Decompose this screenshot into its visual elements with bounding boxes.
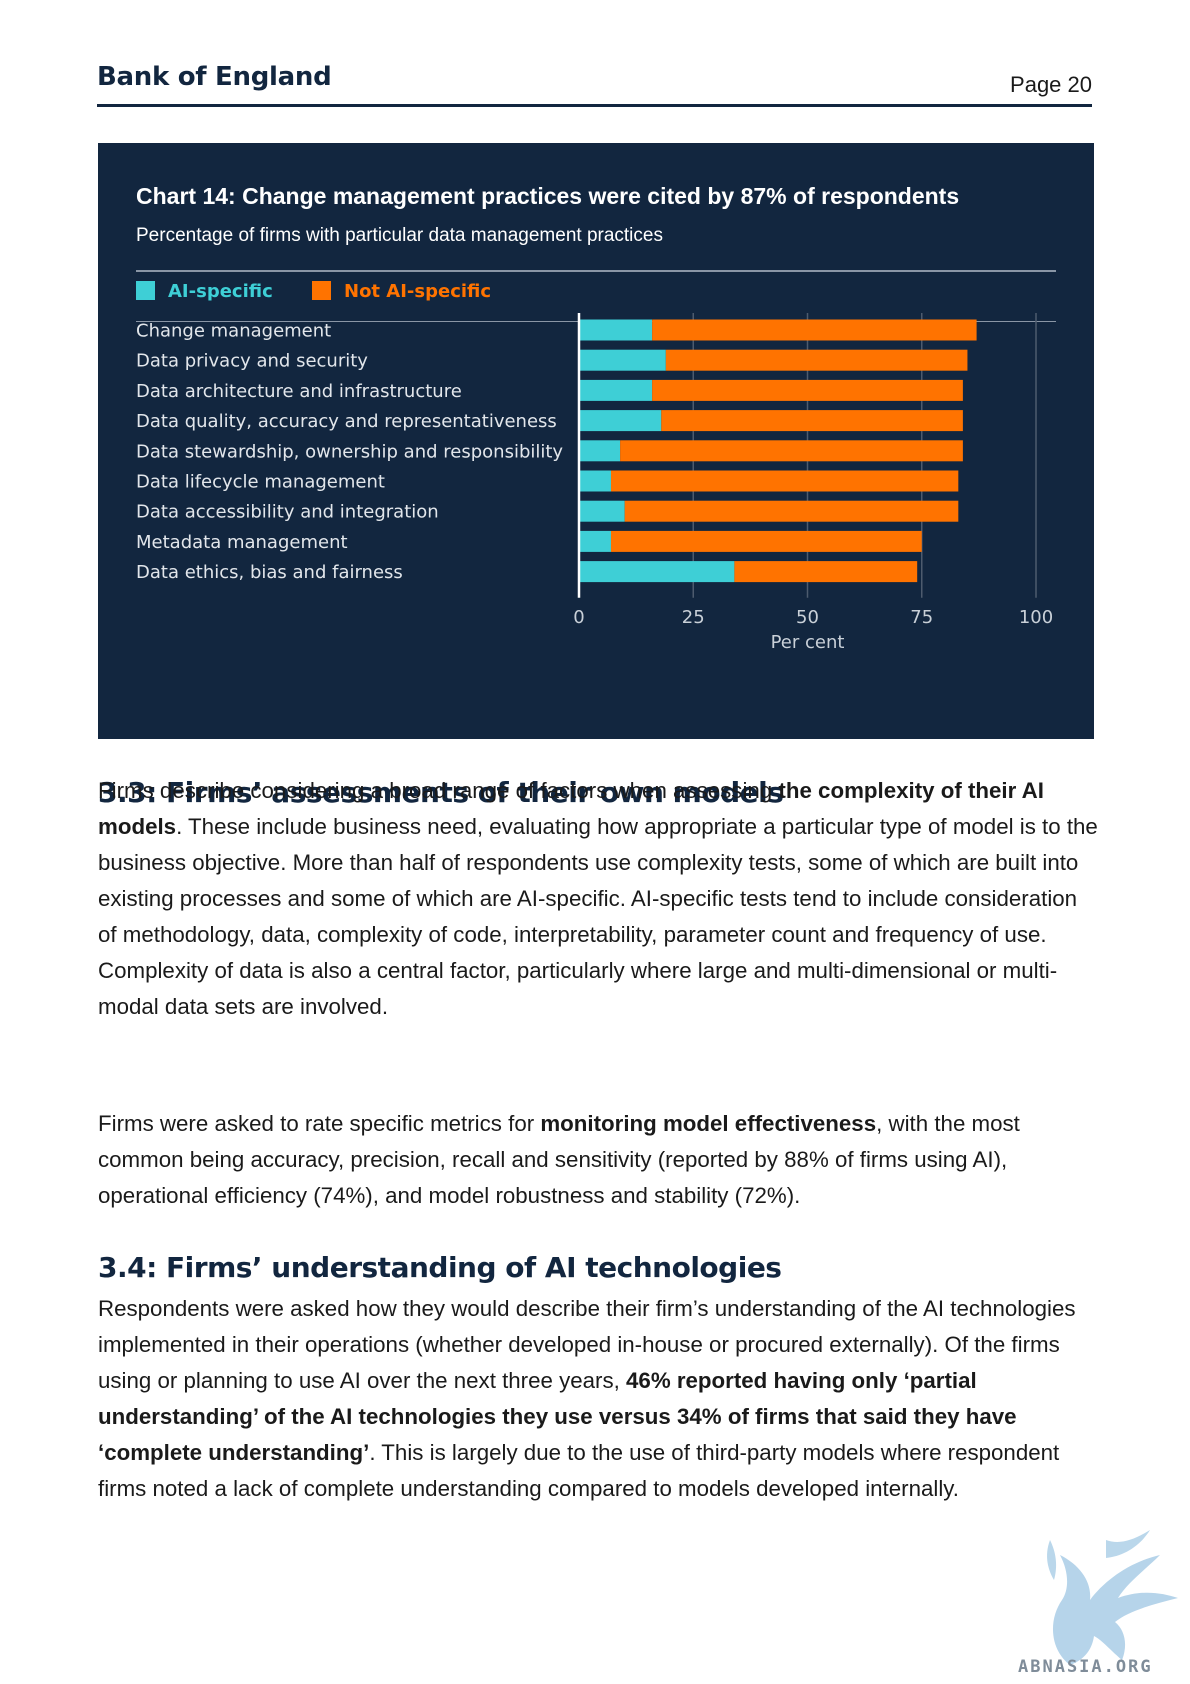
- bold-text-run: monitoring model effectiveness: [540, 1111, 877, 1136]
- bar-ai-specific: [579, 319, 653, 341]
- bar-ai-specific: [579, 530, 611, 552]
- category-label: Change management: [136, 321, 331, 342]
- bar-not-ai-specific: [652, 379, 963, 401]
- bar-ai-specific: [579, 440, 621, 462]
- category-label: Data accessibility and integration: [136, 502, 439, 523]
- legend-label-ai-specific: AI-specific: [168, 281, 273, 302]
- bar-ai-specific: [579, 349, 666, 371]
- bold-text-run: 46% reported having only ‘partial unders…: [98, 1368, 1017, 1465]
- x-tick-label: 75: [910, 607, 933, 628]
- bold-text-run: the complexity of their AI models: [98, 778, 1044, 839]
- bar-not-ai-specific: [734, 561, 918, 583]
- section-3-3-paragraph-2: Firms were asked to rate specific metric…: [98, 1106, 1098, 1214]
- text-run: . These include business need, evaluatin…: [98, 814, 1098, 1019]
- x-tick-label: 100: [1019, 607, 1053, 628]
- legend-swatch-ai-specific: [136, 281, 155, 300]
- section-heading-3-3: 3.3: Firms’ assessments of their own mod…: [98, 776, 784, 809]
- legend-swatch-not-ai-specific: [312, 281, 331, 300]
- bar-ai-specific: [579, 410, 662, 432]
- legend-item-ai-specific: AI-specific: [136, 281, 273, 302]
- chart-title: Chart 14: Change management practices we…: [136, 183, 960, 209]
- x-tick-label: 0: [573, 607, 584, 628]
- legend-item-not-ai-specific: Not AI-specific: [312, 281, 491, 302]
- bar-not-ai-specific: [661, 410, 963, 432]
- bar-ai-specific: [579, 470, 611, 492]
- section-3-4-paragraph-1: Respondents were asked how they would de…: [98, 1291, 1098, 1507]
- chart-plot: 0 25 50 75 100 Per cent Change management Data …: [136, 313, 1053, 653]
- category-label: Metadata management: [136, 532, 348, 553]
- text-run: . This is largely due to the use of thir…: [98, 1440, 1060, 1501]
- legend-label-not-ai-specific: Not AI-specific: [344, 281, 492, 302]
- category-label: Data stewardship, ownership and responsi…: [136, 441, 563, 462]
- bar-not-ai-specific: [652, 319, 977, 341]
- x-tick-label: 50: [796, 607, 819, 628]
- x-axis-label: Per cent: [771, 632, 845, 653]
- text-run: Firms were asked to rate specific metric…: [98, 1111, 541, 1136]
- chart-14: Chart 14: Change management practices we…: [98, 143, 1094, 739]
- category-label: Data lifecycle management: [136, 472, 385, 493]
- bar-not-ai-specific: [624, 500, 959, 522]
- category-label: Data architecture and infrastructure: [136, 381, 462, 402]
- bar-not-ai-specific: [665, 349, 968, 371]
- bar-not-ai-specific: [610, 530, 922, 552]
- text-run: Respondents were asked how they would de…: [98, 1296, 1076, 1393]
- bar-not-ai-specific: [610, 470, 959, 492]
- brand-name: Bank of England: [97, 62, 332, 92]
- bar-ai-specific: [579, 561, 735, 583]
- bar-ai-specific: [579, 500, 625, 522]
- bar-ai-specific: [579, 379, 653, 401]
- watermark-text: ABNASIA.ORG: [1018, 1657, 1153, 1677]
- page-number: Page 20: [1010, 72, 1092, 97]
- chart-divider-top: [136, 270, 1056, 272]
- griffin-logo-icon: [1047, 1530, 1178, 1665]
- text-run: , with the most common being accuracy, p…: [98, 1111, 1020, 1208]
- section-heading-3-4: 3.4: Firms’ understanding of AI technolo…: [98, 1251, 782, 1284]
- chart-subtitle: Percentage of firms with particular data…: [136, 225, 663, 246]
- text-run: Firms describe considering a broad range…: [98, 778, 779, 803]
- bar-not-ai-specific: [620, 440, 963, 462]
- category-label: Data ethics, bias and fairness: [136, 562, 403, 583]
- page-header: Bank of England Page 20: [97, 58, 1092, 107]
- category-label: Data quality, accuracy and representativ…: [136, 411, 557, 432]
- section-3-3-paragraph-1: Firms describe considering a broad range…: [98, 773, 1098, 1025]
- x-tick-label: 25: [682, 607, 705, 628]
- category-label: Data privacy and security: [136, 351, 368, 372]
